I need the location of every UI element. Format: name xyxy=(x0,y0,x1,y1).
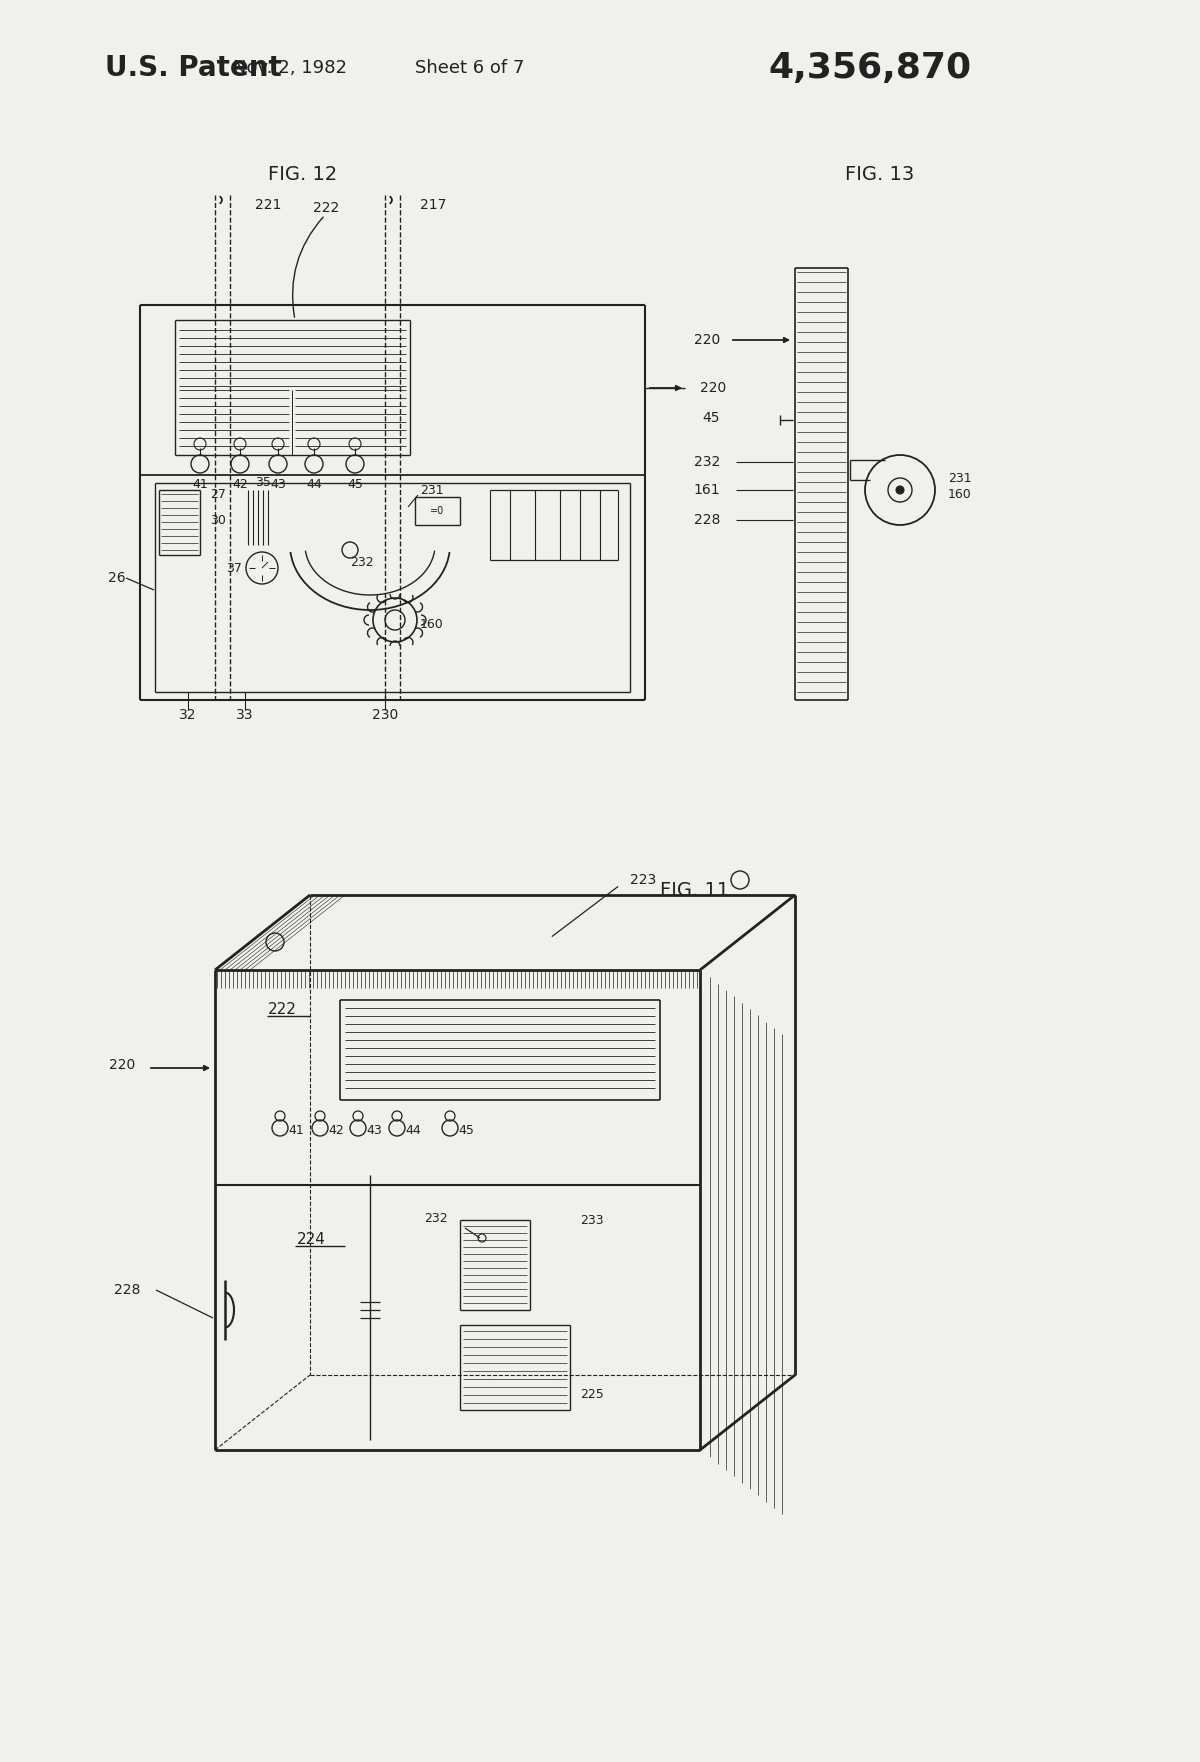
Text: 26: 26 xyxy=(108,571,126,585)
Text: 33: 33 xyxy=(236,708,253,722)
Text: =0: =0 xyxy=(430,506,444,516)
Text: 220: 220 xyxy=(694,333,720,347)
Text: 32: 32 xyxy=(179,708,197,722)
Text: FIG. 12: FIG. 12 xyxy=(269,166,337,185)
Text: 42: 42 xyxy=(232,479,248,492)
Text: 42: 42 xyxy=(328,1124,343,1136)
Text: 161: 161 xyxy=(694,483,720,497)
Text: 41: 41 xyxy=(288,1124,304,1136)
Text: 45: 45 xyxy=(458,1124,474,1136)
Text: FIG. 11: FIG. 11 xyxy=(660,881,730,899)
Text: 43: 43 xyxy=(366,1124,382,1136)
Text: 30: 30 xyxy=(210,513,226,527)
Text: 44: 44 xyxy=(406,1124,421,1136)
Text: 231: 231 xyxy=(948,472,972,485)
Text: 230: 230 xyxy=(372,708,398,722)
Text: FIG. 13: FIG. 13 xyxy=(845,166,914,185)
Text: 45: 45 xyxy=(347,479,362,492)
Text: 160: 160 xyxy=(948,488,972,502)
Text: 217: 217 xyxy=(420,197,446,211)
Text: 35: 35 xyxy=(256,476,271,490)
Text: 224: 224 xyxy=(298,1232,326,1247)
Text: Sheet 6 of 7: Sheet 6 of 7 xyxy=(415,58,524,78)
Text: 41: 41 xyxy=(192,479,208,492)
Text: 27: 27 xyxy=(210,488,226,502)
Text: 228: 228 xyxy=(694,513,720,527)
Text: 232: 232 xyxy=(425,1212,448,1225)
Text: U.S. Patent: U.S. Patent xyxy=(106,55,282,83)
Text: 225: 225 xyxy=(580,1388,604,1401)
Text: 45: 45 xyxy=(702,411,720,425)
Text: 228: 228 xyxy=(114,1283,140,1297)
Text: 220: 220 xyxy=(700,381,726,395)
Text: 231: 231 xyxy=(420,483,444,497)
Text: Nov. 2, 1982: Nov. 2, 1982 xyxy=(233,58,347,78)
Circle shape xyxy=(896,486,904,493)
Text: 4,356,870: 4,356,870 xyxy=(768,51,972,85)
Text: 44: 44 xyxy=(306,479,322,492)
Text: 37: 37 xyxy=(226,562,242,574)
Text: 221: 221 xyxy=(256,197,281,211)
Text: 220: 220 xyxy=(109,1057,134,1071)
Text: 43: 43 xyxy=(270,479,286,492)
Text: 222: 222 xyxy=(268,1003,296,1017)
Text: 232: 232 xyxy=(350,555,373,569)
Text: 223: 223 xyxy=(630,872,656,886)
Text: 232: 232 xyxy=(694,455,720,469)
Text: 222: 222 xyxy=(313,201,340,215)
Text: 160: 160 xyxy=(420,618,444,631)
Text: 233: 233 xyxy=(580,1214,604,1226)
